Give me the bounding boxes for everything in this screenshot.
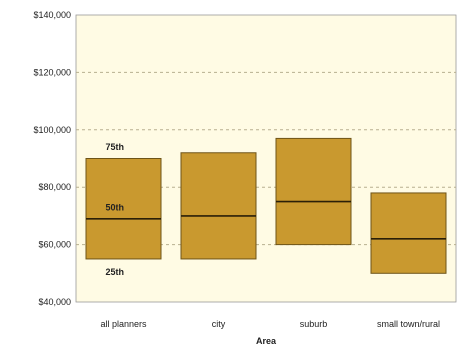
x-axis-categories: all planners city suburb small town/rural [100,319,440,329]
percentile-label: 25th [106,267,125,277]
y-tick-label: $60,000 [38,240,71,250]
x-category-label: city [212,319,226,329]
y-tick-label: $120,000 [33,67,71,77]
y-tick-label: $80,000 [38,182,71,192]
y-tick-label: $40,000 [38,297,71,307]
x-axis-title: Area [256,336,277,346]
percentile-label: 75th [106,142,125,152]
percentile-label: 50th [106,202,125,212]
box [275,137,352,246]
y-axis-ticks: $40,000 $60,000 $80,000 $100,000 $120,000 $14… [33,10,71,307]
x-category-label: suburb [300,319,328,329]
x-category-label: small town/rural [377,319,440,329]
boxes [85,137,447,274]
box [370,192,447,274]
annotations: 75th 50th 25th [106,142,125,277]
box [85,158,162,260]
box [180,152,257,260]
y-tick-label: $100,000 [33,125,71,135]
y-tick-label: $140,000 [33,10,71,20]
x-category-label: all planners [100,319,147,329]
